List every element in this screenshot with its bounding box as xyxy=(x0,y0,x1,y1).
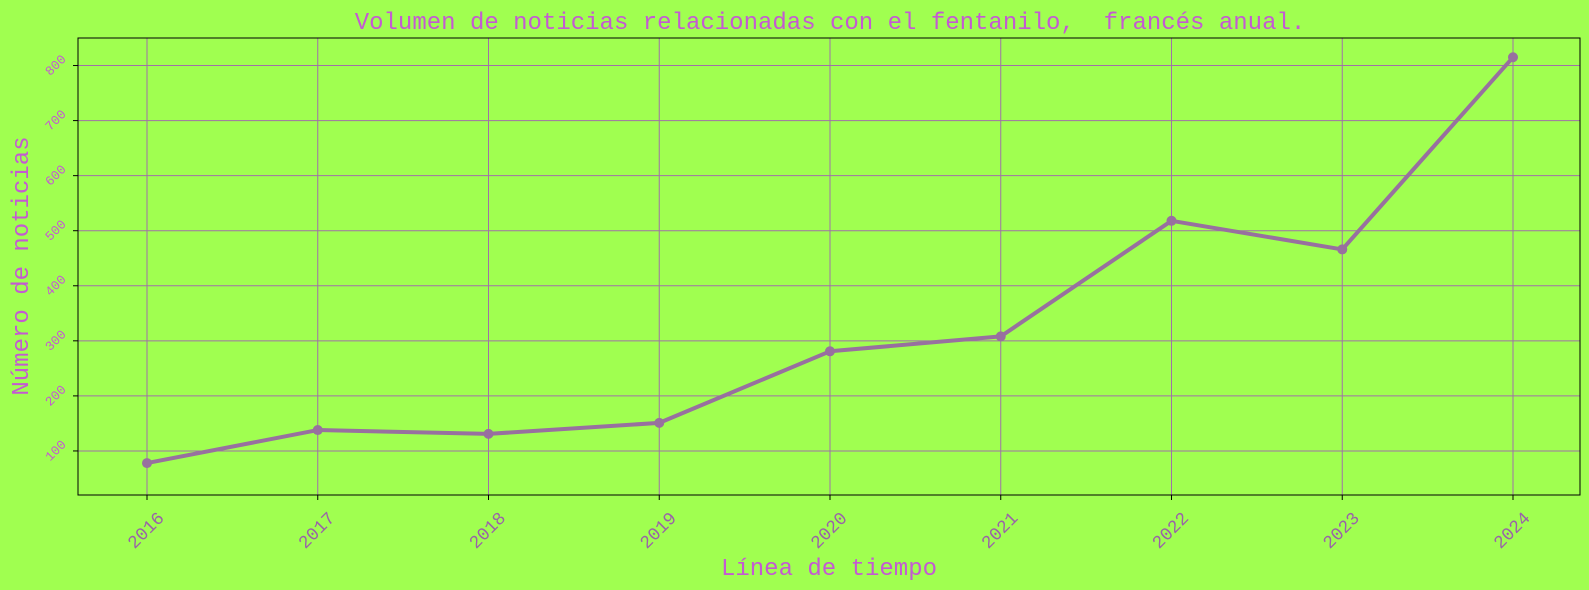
data-point xyxy=(1508,52,1518,63)
x-tick-label: 2019 xyxy=(637,509,682,554)
data-point xyxy=(142,458,152,469)
chart-title: Volumen de noticias relacionadas con el … xyxy=(355,10,1306,37)
y-axis-label: Número de noticias xyxy=(9,136,36,395)
x-tick-label: 2016 xyxy=(125,509,170,554)
x-tick-label: 2024 xyxy=(1491,509,1536,554)
x-axis-ticks: 2016 2017 2018 2019 2020 2021 2022 2023 2024 xyxy=(125,495,1536,554)
x-tick-label: 2020 xyxy=(808,509,853,554)
y-axis-ticks: 100 200 300 400 500 600 700 800 xyxy=(42,52,78,464)
data-point xyxy=(1337,244,1348,255)
y-tick-label: 500 xyxy=(42,217,69,244)
data-point xyxy=(995,331,1006,342)
x-tick-label: 2018 xyxy=(466,509,511,554)
grid-lines xyxy=(78,38,1580,495)
x-tick-label: 2021 xyxy=(978,509,1023,554)
y-tick-label: 600 xyxy=(42,162,69,189)
series-layer xyxy=(142,52,1518,469)
data-point xyxy=(654,417,665,428)
x-tick-label: 2022 xyxy=(1149,509,1194,554)
y-tick-label: 700 xyxy=(42,107,69,134)
x-tick-label: 2023 xyxy=(1320,509,1365,554)
plot-area-frame xyxy=(77,37,1581,496)
data-point xyxy=(483,428,494,439)
y-tick-label: 400 xyxy=(42,272,69,299)
y-tick-label: 300 xyxy=(42,327,69,354)
data-point xyxy=(1166,215,1177,226)
y-tick-label: 200 xyxy=(42,382,69,409)
y-tick-label: 100 xyxy=(42,437,69,464)
y-tick-label: 800 xyxy=(42,52,69,79)
data-point xyxy=(825,346,835,357)
data-point xyxy=(312,425,323,436)
x-axis-label: Línea de tiempo xyxy=(721,556,937,583)
x-tick-label: 2017 xyxy=(295,509,340,554)
